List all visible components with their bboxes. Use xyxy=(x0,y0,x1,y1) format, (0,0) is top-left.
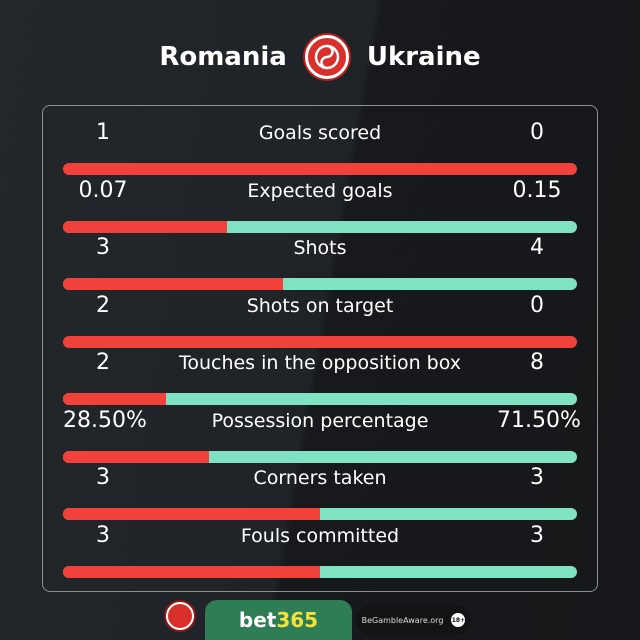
home-value: 28.50% xyxy=(63,407,147,433)
stat-label: Goals scored xyxy=(258,122,382,144)
home-value: 3 xyxy=(96,522,110,548)
stat-row: 0.07 Expected goals 0.15 xyxy=(63,176,577,233)
stat-row: 2 Touches in the opposition box 8 xyxy=(63,348,577,405)
match-header: Romania Ukraine xyxy=(0,34,640,80)
home-team-name: Romania xyxy=(159,42,287,72)
home-share-fill xyxy=(63,393,166,405)
home-value: 2 xyxy=(96,350,110,375)
stat-label: Corners taken xyxy=(253,467,387,489)
comparison-bar xyxy=(63,278,577,290)
home-value: 0.07 xyxy=(78,177,128,203)
stat-label: Fouls committed xyxy=(240,524,400,547)
comparison-bar xyxy=(63,220,577,233)
away-value: 71.50% xyxy=(497,407,581,433)
comparison-bar xyxy=(63,163,577,175)
away-value: 3 xyxy=(530,522,544,548)
away-value: 8 xyxy=(530,350,544,375)
brand-logo-icon xyxy=(304,35,349,79)
comparison-bar xyxy=(63,335,577,348)
stat-row: 3 Corners taken 3 xyxy=(63,463,577,520)
stat-label: Possession percentage xyxy=(211,409,429,432)
comparison-bar xyxy=(63,393,577,405)
stat-label: Shots xyxy=(293,237,347,259)
home-value: 1 xyxy=(96,120,110,145)
comparison-bar xyxy=(63,508,577,520)
stat-row: 3 Shots 4 xyxy=(63,233,577,290)
stat-row: 1 Goals scored 0 xyxy=(63,118,577,175)
home-share-fill xyxy=(63,163,577,175)
stat-label: Expected goals xyxy=(247,179,393,202)
home-value: 3 xyxy=(96,235,110,260)
stat-label: Touches in the opposition box xyxy=(178,352,462,374)
away-value: 3 xyxy=(530,465,544,490)
home-value: 2 xyxy=(96,292,110,318)
stat-label: Shots on target xyxy=(246,294,394,317)
away-value: 4 xyxy=(530,235,544,260)
stat-row: 28.50% Possession percentage 71.50% xyxy=(63,406,581,463)
home-share-fill xyxy=(63,565,320,578)
begambleaware-badge[interactable]: BeGambleAware.org 18+ xyxy=(356,605,471,635)
age-18-badge: 18+ xyxy=(451,613,466,627)
comparison-bar xyxy=(63,450,577,463)
away-value: 0.15 xyxy=(512,177,562,203)
bet365-logo[interactable]: bet 365 xyxy=(205,600,352,640)
home-share-fill xyxy=(63,508,320,520)
brand-logo-icon xyxy=(166,602,194,630)
stat-row: 2 Shots on target 0 xyxy=(63,291,577,348)
away-team-name: Ukraine xyxy=(366,42,481,72)
away-value: 0 xyxy=(530,292,544,318)
away-value: 0 xyxy=(530,120,544,145)
home-value: 3 xyxy=(96,465,110,490)
comparison-bar xyxy=(63,565,577,578)
home-share-fill xyxy=(63,220,227,233)
sponsor-footer: bet 365 BeGambleAware.org 18+ xyxy=(0,600,640,640)
home-share-fill xyxy=(63,278,284,290)
home-share-fill xyxy=(63,450,210,463)
home-share-fill xyxy=(63,335,577,348)
stats-panel: 1 Goals scored 0 0.07 Expected goals 0.1… xyxy=(42,105,598,592)
stat-row: 3 Fouls committed 3 xyxy=(63,521,577,578)
